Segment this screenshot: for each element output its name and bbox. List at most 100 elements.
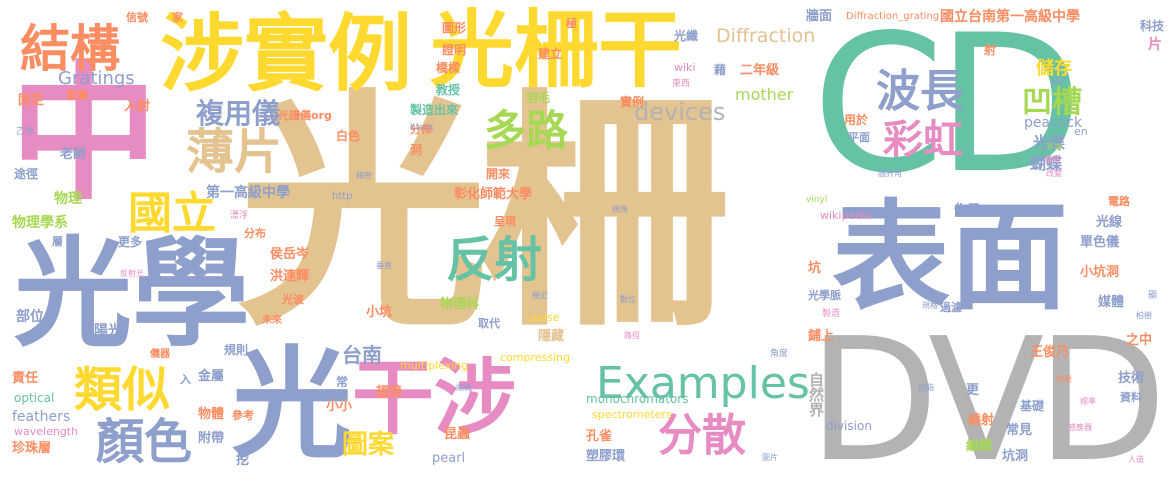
- cloud-word: 資料: [1120, 391, 1142, 404]
- cloud-word: 光波: [282, 293, 304, 306]
- cloud-word: 孔雀: [586, 429, 613, 444]
- cloud-word: 分散: [658, 410, 746, 461]
- cloud-word: 國立台南第一高級中學: [940, 9, 1080, 25]
- cloud-word: 老師: [60, 147, 87, 162]
- cloud-word: 光: [232, 336, 352, 475]
- cloud-word: multiplexing: [400, 359, 469, 372]
- cloud-word: 幾近: [532, 291, 548, 300]
- cloud-word: 乙烯: [16, 127, 35, 137]
- cloud-word: 繞射: [968, 413, 995, 428]
- cloud-word: 圖像: [1044, 155, 1060, 164]
- cloud-word: 顏色: [96, 414, 193, 470]
- cloud-word: 物體: [198, 407, 225, 422]
- cloud-word: wavelength: [14, 425, 79, 438]
- cloud-word: 王俊乃: [1030, 345, 1070, 360]
- cloud-word: 分佈: [410, 123, 432, 136]
- cloud-word: 圖形: [442, 21, 467, 35]
- cloud-word: 光碟: [1033, 133, 1066, 152]
- cloud-word: 極: [566, 17, 577, 30]
- cloud-word: 光學脈: [808, 289, 841, 302]
- cloud-word: 取代: [478, 317, 500, 330]
- cloud-word: Diffraction: [716, 25, 816, 47]
- cloud-word: 挖: [236, 453, 250, 468]
- cloud-word: 洪連輝: [270, 269, 310, 284]
- cloud-word: optical: [14, 391, 55, 405]
- cloud-word: 臨界角: [878, 169, 902, 178]
- cloud-word: 固定: [18, 93, 45, 108]
- cloud-word: 數位: [620, 295, 636, 304]
- cloud-word: 事實: [66, 89, 88, 102]
- cloud-word: 小坑: [366, 305, 393, 320]
- cloud-word: 平面: [848, 131, 870, 144]
- cloud-word: 改變: [1046, 169, 1062, 178]
- cloud-word: 中: [10, 48, 158, 220]
- cloud-word: 光線: [1096, 215, 1123, 230]
- cloud-word: 白色: [336, 129, 361, 143]
- cloud-word: 規格: [922, 301, 938, 310]
- cloud-word: 衝擊: [90, 39, 112, 52]
- cloud-word: 規則: [224, 343, 249, 357]
- cloud-word: 物理學系: [12, 215, 68, 231]
- cloud-word: 侯岳岑: [270, 247, 310, 262]
- cloud-word: 之中: [1126, 333, 1153, 348]
- cloud-word: CD: [812, 0, 1083, 215]
- cloud-word: 編輯: [966, 439, 993, 454]
- cloud-word: 片: [1148, 37, 1162, 53]
- cloud-word: 光柵: [238, 69, 728, 360]
- cloud-word: 感應器: [1068, 423, 1092, 432]
- cloud-word: monochromators: [586, 392, 689, 406]
- cloud-word: 過濾: [940, 301, 962, 314]
- cloud-word: 圖片: [762, 453, 778, 462]
- cloud-word: Gratings: [58, 68, 135, 89]
- cloud-word: 呈現: [494, 215, 516, 228]
- cloud-word: 類似: [74, 362, 171, 418]
- cloud-word: 珍珠層: [12, 441, 52, 456]
- cloud-word: 薄片: [186, 124, 283, 180]
- cloud-word: 平常: [1046, 143, 1062, 152]
- cloud-word: Examples: [596, 358, 810, 409]
- cloud-word: 途徑: [14, 167, 39, 181]
- cloud-word: devices: [634, 98, 726, 126]
- cloud-word: DVD: [808, 302, 1167, 482]
- cloud-word: 精密: [356, 171, 372, 180]
- cloud-word: 暗片: [1052, 77, 1068, 86]
- cloud-word: vinyl: [806, 195, 828, 205]
- cloud-word: 漂浮: [230, 211, 249, 221]
- cloud-word: 結構: [20, 20, 120, 78]
- cloud-word: Diffraction_grating: [846, 11, 940, 22]
- cloud-word: 鋪上: [808, 329, 835, 344]
- cloud-word: 柏樹: [1136, 311, 1152, 320]
- cloud-word: 塑膠環: [586, 449, 626, 464]
- cloud-word: 建立: [538, 47, 563, 61]
- cloud-word: 人造: [1128, 455, 1144, 464]
- cloud-word: 分布: [244, 227, 266, 240]
- cloud-word: 科技: [1140, 19, 1165, 33]
- cloud-word: 反射光: [120, 269, 144, 278]
- cloud-word: 製造出來: [410, 103, 459, 117]
- cloud-word: 常見: [1006, 423, 1033, 438]
- cloud-word: compressing: [500, 351, 570, 364]
- cloud-word: 表面: [832, 188, 1069, 326]
- cloud-word: spectrometers: [592, 408, 672, 421]
- cloud-word: 國立: [128, 188, 216, 239]
- cloud-word: 物理科: [440, 297, 480, 312]
- cloud-word: 光纖: [674, 29, 699, 43]
- cloud-word: 光學: [14, 225, 251, 363]
- cloud-word: 證明: [442, 43, 467, 57]
- cloud-word: 金屬: [198, 369, 225, 384]
- cloud-word: 第一高級中學: [206, 185, 290, 201]
- cloud-word: 蝴蝶: [1030, 154, 1063, 173]
- cloud-word: 陽光: [94, 323, 122, 339]
- cloud-word: 彩虹: [883, 117, 963, 163]
- cloud-word: 作用: [954, 203, 981, 218]
- cloud-word: 波長: [876, 66, 964, 117]
- cloud-word: 開來: [486, 167, 511, 181]
- cloud-word: 隱藏: [538, 329, 565, 344]
- cloud-word: 媒體: [1098, 295, 1125, 310]
- cloud-word: pearl: [432, 451, 466, 466]
- cloud-word: 參考: [232, 409, 254, 422]
- cloud-word: 牆面: [806, 9, 833, 24]
- cloud-word: 自然界: [807, 372, 825, 417]
- cloud-word: 坑洞: [1002, 449, 1029, 464]
